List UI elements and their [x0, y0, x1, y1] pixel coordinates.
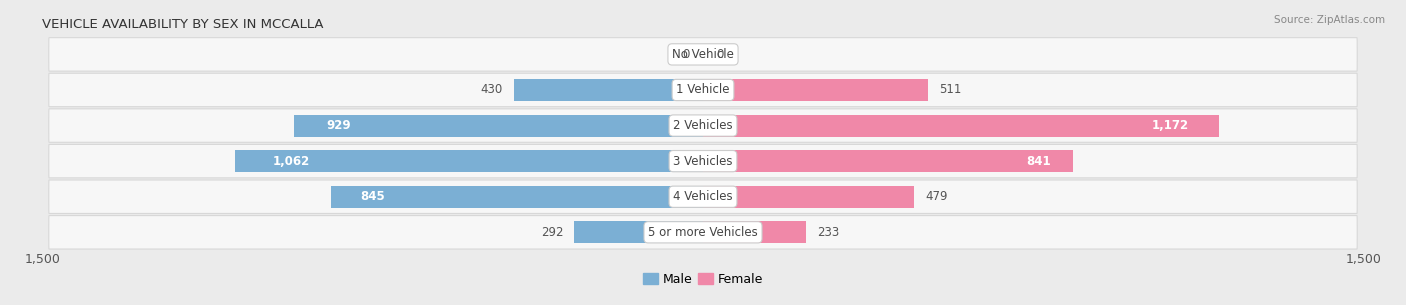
Bar: [330, 186, 703, 208]
Text: 929: 929: [326, 119, 352, 132]
FancyBboxPatch shape: [49, 144, 1357, 178]
Bar: [235, 150, 703, 172]
Text: 511: 511: [939, 84, 962, 96]
Text: 2 Vehicles: 2 Vehicles: [673, 119, 733, 132]
Text: 292: 292: [541, 226, 564, 239]
Text: 5 or more Vehicles: 5 or more Vehicles: [648, 226, 758, 239]
Bar: [294, 115, 703, 137]
Text: 845: 845: [360, 190, 385, 203]
Text: 233: 233: [817, 226, 839, 239]
Text: VEHICLE AVAILABILITY BY SEX IN MCCALLA: VEHICLE AVAILABILITY BY SEX IN MCCALLA: [42, 18, 323, 31]
Text: No Vehicle: No Vehicle: [672, 48, 734, 61]
Text: 430: 430: [481, 84, 502, 96]
Text: 4 Vehicles: 4 Vehicles: [673, 190, 733, 203]
Text: 0: 0: [716, 48, 724, 61]
Bar: [235, 150, 703, 172]
Bar: [330, 186, 703, 208]
FancyBboxPatch shape: [49, 38, 1357, 71]
FancyBboxPatch shape: [49, 109, 1357, 142]
Legend: Male, Female: Male, Female: [638, 268, 768, 291]
Text: 3 Vehicles: 3 Vehicles: [673, 155, 733, 168]
Bar: [513, 79, 703, 101]
Text: 0: 0: [682, 48, 690, 61]
Bar: [703, 79, 928, 101]
Bar: [513, 79, 703, 101]
Bar: [703, 221, 806, 243]
Bar: [703, 115, 1219, 137]
Bar: [575, 221, 703, 243]
Text: 479: 479: [925, 190, 948, 203]
Bar: [294, 115, 703, 137]
FancyBboxPatch shape: [49, 216, 1357, 249]
FancyBboxPatch shape: [49, 73, 1357, 107]
Text: 1 Vehicle: 1 Vehicle: [676, 84, 730, 96]
Text: 1,172: 1,172: [1152, 119, 1188, 132]
Bar: [703, 186, 914, 208]
Bar: [703, 150, 1074, 172]
Text: 1,062: 1,062: [273, 155, 309, 168]
Text: 841: 841: [1026, 155, 1052, 168]
Bar: [575, 221, 703, 243]
FancyBboxPatch shape: [49, 180, 1357, 214]
Text: Source: ZipAtlas.com: Source: ZipAtlas.com: [1274, 15, 1385, 25]
